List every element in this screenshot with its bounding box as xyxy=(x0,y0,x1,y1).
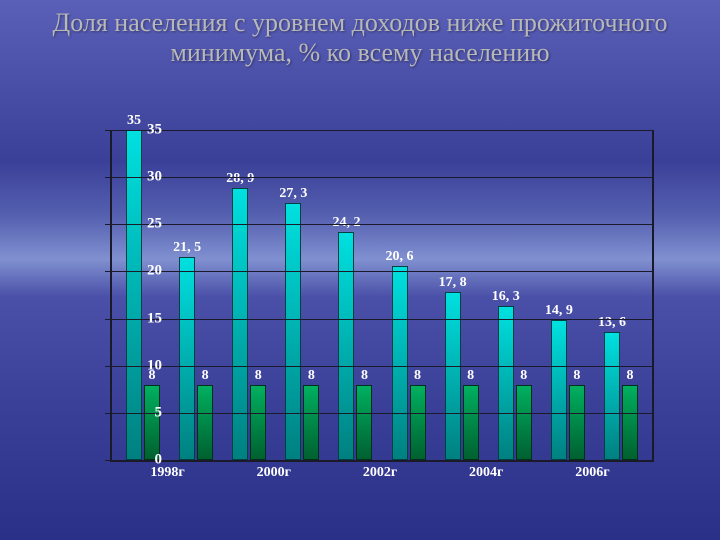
bar-secondary: 8 xyxy=(303,385,319,460)
bar-value-label: 17, 8 xyxy=(439,275,467,291)
y-tick-label: 10 xyxy=(122,357,162,374)
bar-primary: 14, 9 xyxy=(551,320,567,460)
chart: 35821, 5828, 9827, 3824, 2820, 6817, 881… xyxy=(60,130,660,510)
x-tick-label: 2000г xyxy=(257,465,291,481)
y-tick xyxy=(105,366,110,367)
bar-secondary: 8 xyxy=(569,385,585,460)
bars-container: 35821, 5828, 9827, 3824, 2820, 6817, 881… xyxy=(112,130,652,460)
grid-line xyxy=(112,413,652,414)
bar-value-label: 28, 9 xyxy=(226,171,254,187)
bar-value-label: 27, 3 xyxy=(279,186,307,202)
bar-value-label: 8 xyxy=(414,368,421,384)
bar-secondary: 8 xyxy=(463,385,479,460)
bar-secondary: 8 xyxy=(144,385,160,460)
bar-value-label: 8 xyxy=(627,368,634,384)
bar-secondary: 8 xyxy=(622,385,638,460)
grid-line xyxy=(112,319,652,320)
bar-value-label: 8 xyxy=(202,368,209,384)
y-tick-label: 5 xyxy=(122,404,162,421)
bar-value-label: 16, 3 xyxy=(492,289,520,305)
bar-primary: 13, 6 xyxy=(604,332,620,460)
y-tick-label: 20 xyxy=(122,263,162,280)
y-tick-label: 35 xyxy=(122,122,162,139)
y-tick xyxy=(105,460,110,461)
x-tick-label: 2004г xyxy=(469,465,503,481)
y-tick xyxy=(105,224,110,225)
bar-value-label: 8 xyxy=(520,368,527,384)
bar-value-label: 21, 5 xyxy=(173,240,201,256)
bar-secondary: 8 xyxy=(197,385,213,460)
grid-line xyxy=(112,271,652,272)
x-axis: 1998г2000г2002г2004г2006г xyxy=(110,465,650,485)
slide: Доля населения с уровнем доходов ниже пр… xyxy=(0,0,720,540)
bar-value-label: 8 xyxy=(467,368,474,384)
bar-secondary: 8 xyxy=(356,385,372,460)
y-tick-label: 15 xyxy=(122,310,162,327)
plot-area: 35821, 5828, 9827, 3824, 2820, 6817, 881… xyxy=(110,130,654,462)
slide-title: Доля населения с уровнем доходов ниже пр… xyxy=(0,8,720,68)
x-tick-label: 2002г xyxy=(363,465,397,481)
bar-value-label: 24, 2 xyxy=(332,215,360,231)
bar-value-label: 13, 6 xyxy=(598,315,626,331)
y-tick xyxy=(105,177,110,178)
bar-value-label: 14, 9 xyxy=(545,303,573,319)
bar-value-label: 8 xyxy=(308,368,315,384)
grid-line xyxy=(112,224,652,225)
bar-primary: 21, 5 xyxy=(179,257,195,460)
bar-primary: 20, 6 xyxy=(392,266,408,460)
bar-primary: 24, 2 xyxy=(338,232,354,460)
x-tick-label: 2006г xyxy=(575,465,609,481)
bar-secondary: 8 xyxy=(250,385,266,460)
bar-secondary: 8 xyxy=(516,385,532,460)
bar-primary: 17, 8 xyxy=(445,292,461,460)
y-tick xyxy=(105,271,110,272)
y-tick-label: 0 xyxy=(122,452,162,469)
bar-primary: 16, 3 xyxy=(498,306,514,460)
y-tick xyxy=(105,319,110,320)
grid-line xyxy=(112,130,652,131)
bar-secondary: 8 xyxy=(410,385,426,460)
bar-primary: 28, 9 xyxy=(232,188,248,460)
bar-value-label: 8 xyxy=(573,368,580,384)
y-tick-label: 25 xyxy=(122,216,162,233)
y-tick xyxy=(105,413,110,414)
bar-value-label: 8 xyxy=(361,368,368,384)
grid-line xyxy=(112,366,652,367)
bar-primary: 27, 3 xyxy=(285,203,301,460)
bar-value-label: 8 xyxy=(255,368,262,384)
y-tick xyxy=(105,130,110,131)
bar-value-label: 20, 6 xyxy=(386,249,414,265)
y-tick-label: 30 xyxy=(122,169,162,186)
grid-line xyxy=(112,177,652,178)
